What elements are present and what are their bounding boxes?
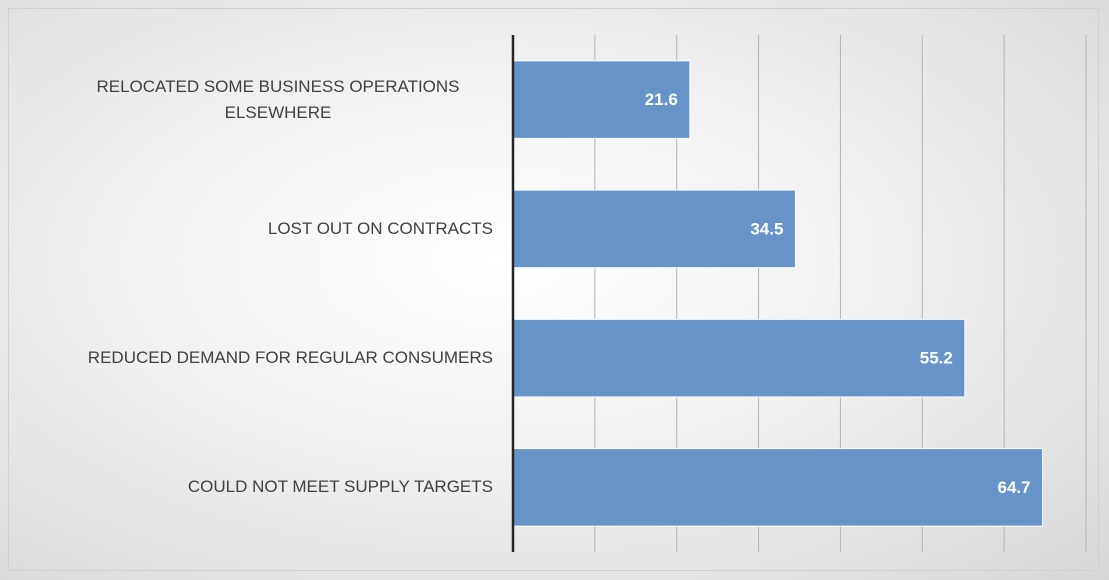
category-label: COULD NOT MEET SUPPLY TARGETS (0, 423, 493, 552)
category-label: LOST OUT ON CONTRACTS (0, 164, 493, 293)
value-label: 34.5 (750, 219, 783, 238)
category-text: RELOCATED SOME BUSINESS OPERATIONS ELSEW… (96, 76, 460, 122)
chart-frame (8, 8, 1099, 571)
category-label: RELOCATED SOME BUSINESS OPERATIONS ELSEW… (0, 35, 493, 164)
bar (512, 318, 966, 398)
category-text: LOST OUT ON CONTRACTS (267, 218, 493, 238)
bar (512, 60, 691, 139)
category-label: REDUCED DEMAND FOR REGULAR CONSUMERS (0, 294, 493, 423)
category-text: REDUCED DEMAND FOR REGULAR CONSUMERS (87, 348, 493, 368)
value-label: 55.2 (920, 349, 953, 368)
value-label: 21.6 (645, 90, 678, 109)
category-text: COULD NOT MEET SUPPLY TARGETS (187, 477, 493, 497)
bar (512, 448, 1044, 527)
value-label: 64.7 (998, 478, 1031, 497)
